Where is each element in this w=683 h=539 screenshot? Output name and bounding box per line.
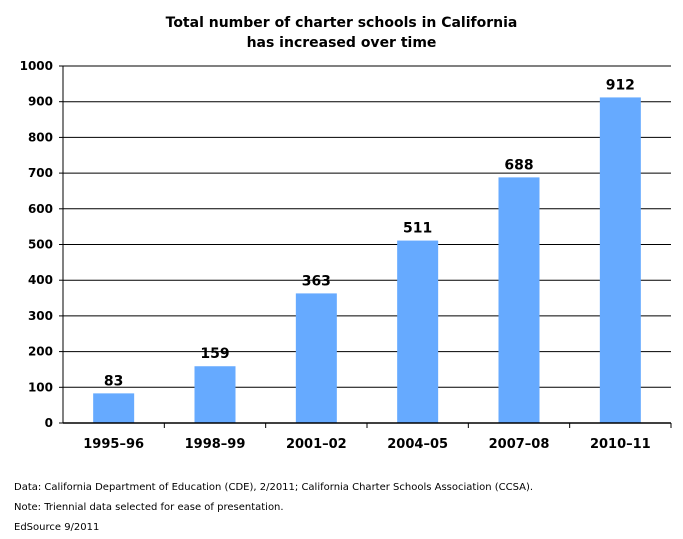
data-label: 363 (302, 273, 331, 289)
x-tick-label: 1995–96 (83, 437, 144, 452)
data-label: 912 (606, 77, 635, 93)
x-tick-label: 2001–02 (286, 437, 347, 452)
data-label: 83 (104, 373, 123, 389)
x-tick-label: 2010–11 (590, 437, 651, 452)
bar (599, 97, 641, 423)
x-tick-label: 2007–08 (489, 437, 550, 452)
bar (397, 240, 439, 423)
x-tick-label: 1998–99 (185, 437, 246, 452)
y-tick-label: 300 (28, 309, 53, 323)
y-tick-label: 900 (28, 95, 53, 109)
y-tick-label: 200 (28, 345, 53, 359)
y-tick-label: 500 (28, 238, 53, 252)
y-tick-label: 700 (28, 166, 53, 180)
y-tick-label: 100 (28, 380, 53, 394)
data-label: 511 (403, 221, 432, 237)
bar (194, 366, 236, 423)
y-tick-label: 0 (45, 416, 53, 430)
x-tick-label: 2004–05 (387, 437, 448, 452)
presentation-note: Note: Triennial data selected for ease o… (14, 502, 284, 513)
chart-title-line-2: has increased over time (246, 35, 437, 51)
y-tick-label: 1000 (20, 59, 53, 73)
bar (498, 177, 540, 423)
bar (295, 293, 337, 423)
y-tick-label: 800 (28, 130, 53, 144)
data-label: 688 (504, 157, 533, 173)
data-label: 159 (200, 346, 229, 362)
chart-title: Total number of charter schools in Calif… (0, 13, 683, 53)
data-source-note: Data: California Department of Education… (14, 482, 534, 493)
y-tick-label: 400 (28, 273, 53, 287)
publisher-credit: EdSource 9/2011 (14, 522, 100, 533)
y-tick-label: 600 (28, 202, 53, 216)
chart-title-line-1: Total number of charter schools in Calif… (165, 15, 518, 31)
bar (93, 393, 135, 423)
